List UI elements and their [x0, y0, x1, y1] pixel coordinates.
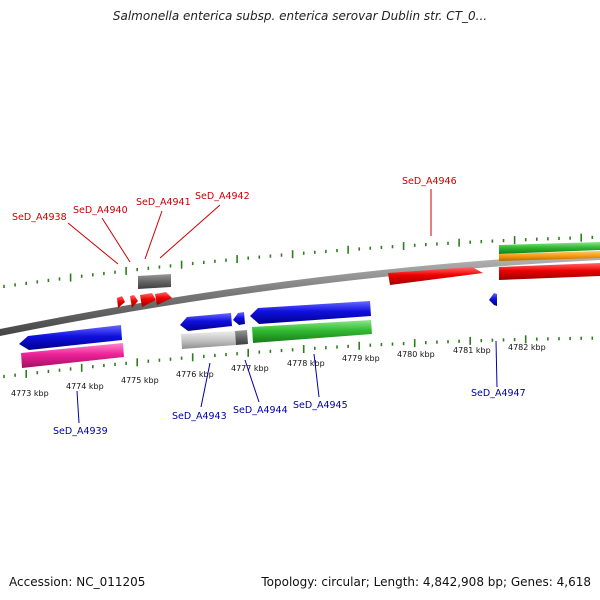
gene-feature[interactable] — [499, 263, 600, 280]
kbp-tick-label: 4779 kbp — [342, 354, 380, 363]
kbp-tick-label: 4777 kbp — [231, 364, 269, 373]
gene-feature[interactable] — [233, 312, 245, 325]
gene-feature[interactable] — [181, 331, 236, 349]
gene-label[interactable]: SeD_A4947 — [471, 388, 526, 399]
tick-row-upper — [3, 233, 594, 288]
gene-feature[interactable] — [117, 296, 125, 308]
map-title: Salmonella enterica subsp. enterica sero… — [112, 9, 488, 23]
kbp-tick-label: 4773 kbp — [11, 389, 49, 398]
gene-feature[interactable] — [180, 313, 232, 331]
tick-row-lower — [3, 335, 594, 379]
gene-label[interactable]: SeD_A4946 — [402, 176, 457, 187]
kbp-tick-label: 4776 kbp — [176, 370, 214, 379]
gene-label[interactable]: SeD_A4942 — [195, 191, 250, 202]
gene-feature[interactable] — [130, 295, 138, 308]
gene-feature[interactable] — [19, 325, 122, 350]
gene-feature[interactable] — [21, 343, 124, 368]
kbp-tick-label: 4775 kbp — [121, 376, 159, 385]
reverse-label-leaders — [76, 340, 498, 424]
gene-feature[interactable] — [138, 274, 171, 289]
forward-label-leaders — [67, 189, 432, 265]
kbp-tick-label: 4774 kbp — [66, 382, 104, 391]
gene-feature[interactable] — [499, 242, 600, 254]
accession-text: Accession: NC_011205 — [9, 575, 146, 589]
gene-feature[interactable] — [499, 251, 600, 261]
gene-feature[interactable] — [388, 267, 483, 285]
genome-backbone — [0, 253, 600, 336]
gene-feature[interactable] — [235, 330, 248, 345]
gene-feature[interactable] — [252, 320, 372, 343]
reverse-features — [19, 293, 497, 368]
gene-feature[interactable] — [140, 293, 156, 307]
gene-label[interactable]: SeD_A4943 — [172, 411, 227, 422]
gene-label[interactable]: SeD_A4945 — [293, 400, 348, 411]
gene-feature[interactable] — [155, 292, 172, 305]
gene-feature[interactable] — [250, 301, 371, 324]
gene-feature[interactable] — [489, 293, 497, 306]
gene-label[interactable]: SeD_A4944 — [233, 405, 288, 416]
gene-label[interactable]: SeD_A4940 — [73, 205, 128, 216]
kbp-tick-label: 4781 kbp — [453, 346, 491, 355]
genome-stats-text: Topology: circular; Length: 4,842,908 bp… — [261, 575, 591, 589]
kbp-tick-label: 4782 kbp — [508, 343, 546, 352]
forward-features — [117, 242, 600, 308]
gene-label[interactable]: SeD_A4941 — [136, 197, 191, 208]
gene-label[interactable]: SeD_A4938 — [12, 212, 67, 223]
gene-label[interactable]: SeD_A4939 — [53, 426, 108, 437]
kbp-tick-label: 4780 kbp — [397, 350, 435, 359]
kbp-tick-label: 4778 kbp — [287, 359, 325, 368]
